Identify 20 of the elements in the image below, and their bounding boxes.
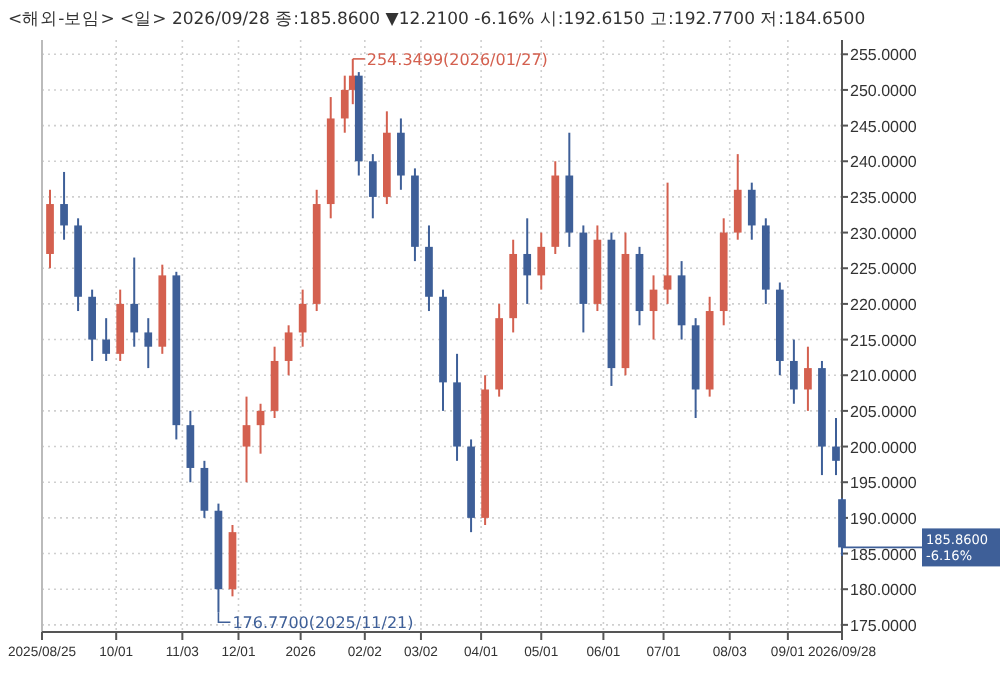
y-tick-label: 180.0000 — [850, 581, 918, 600]
y-tick-label: 235.0000 — [850, 188, 918, 207]
y-tick-label: 195.0000 — [850, 474, 918, 493]
y-tick-label: 210.0000 — [850, 367, 918, 386]
y-tick-label: 255.0000 — [850, 46, 918, 65]
y-tick-label: 250.0000 — [850, 81, 918, 100]
y-tick-label: 205.0000 — [850, 402, 918, 421]
y-tick-label: 230.0000 — [850, 224, 918, 243]
annotation: 254.3499(2026/01/27) — [366, 50, 548, 69]
y-tick-label: 200.0000 — [850, 438, 918, 457]
y-tick-label: 190.0000 — [850, 509, 918, 528]
y-tick-label: 220.0000 — [850, 295, 918, 314]
y-tick-label: 240.0000 — [850, 153, 918, 172]
y-tick-label: 245.0000 — [850, 117, 918, 136]
chart-title: <해외-보임> <일> 2026/09/28 종:185.8600 ▼12.2100 -6.16% 시:192.6150 고:192.7700 저:184.6500 — [8, 10, 866, 30]
y-tick-label: 225.0000 — [850, 260, 918, 279]
y-tick-label: 215.0000 — [850, 331, 918, 350]
y-tick-label: 185.0000 — [850, 545, 918, 564]
annotation: 176.7700(2025/11/21) — [232, 614, 414, 633]
y-tick-label: 175.0000 — [850, 616, 918, 635]
